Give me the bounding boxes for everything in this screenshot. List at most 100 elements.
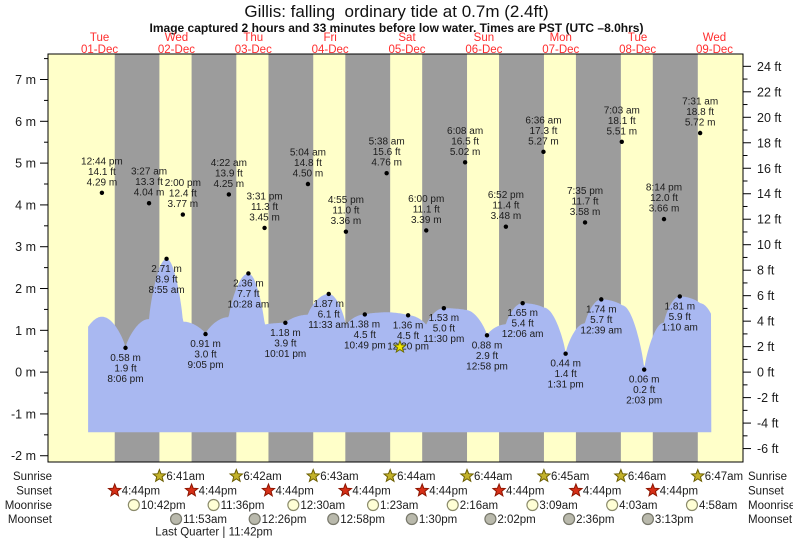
moonrise-icon: [446, 498, 459, 512]
sunset-time: 4:44pm: [506, 486, 544, 498]
high-tide-label: 8:14 pm: [646, 183, 682, 194]
high-tide-dot: [541, 149, 546, 155]
low-tide-label: 11:33 am: [308, 320, 349, 331]
sunset-icon: [414, 482, 430, 497]
sunrise-time: 6:43am: [320, 471, 358, 483]
row-label-sunrise-left: Sunrise: [13, 471, 52, 483]
low-tide-label: 10:49 pm: [344, 340, 386, 351]
high-tide-label: 3.66 m: [649, 204, 680, 215]
low-tide-dot: [563, 351, 568, 356]
y-axis-label-m: 0 m: [15, 366, 36, 380]
high-tide-label: 3.36 m: [331, 216, 362, 227]
low-tide-label: 1.74 m: [586, 304, 617, 315]
sunset-time: 4:44pm: [660, 486, 698, 498]
moonset-icon: [641, 512, 655, 526]
low-tide-label: 10:28 am: [228, 299, 270, 310]
low-tide-dot: [405, 313, 411, 318]
high-tide-label: 3.58 m: [570, 207, 601, 218]
sunset-icon: [568, 482, 584, 497]
y-axis-label-ft: 16 ft: [757, 162, 782, 176]
y-axis-label-m: 7 m: [15, 73, 36, 87]
sunset-time: 4:44pm: [583, 486, 621, 498]
high-tide-dot: [384, 170, 389, 176]
low-tide-dot: [520, 300, 525, 306]
low-tide-label: 5.7 ft: [590, 315, 612, 326]
high-tide-dot: [226, 192, 232, 197]
day-date-label: 05-Dec: [388, 44, 425, 56]
sunrise-icon: [151, 468, 167, 483]
high-tide-dot: [424, 228, 429, 233]
high-tide-label: 4.29 m: [87, 177, 118, 188]
high-tide-label: 15.6 ft: [373, 147, 401, 158]
moonrise-time: 4:03am: [619, 500, 657, 512]
y-axis-label-ft: 0 ft: [757, 366, 775, 380]
high-tide-label: 2:00 pm: [165, 178, 201, 189]
high-tide-label: 4.25 m: [214, 179, 245, 190]
plot-border: [47, 53, 744, 463]
y-axis-label-ft: 18 ft: [757, 136, 782, 150]
moonrise-icon: [685, 498, 699, 512]
low-tide-dot: [283, 320, 288, 325]
high-tide-dot: [343, 229, 349, 234]
sunset-icon: [184, 482, 200, 497]
day-name-label: Tue: [628, 32, 647, 44]
high-tide-label: 6:36 am: [525, 115, 561, 126]
high-tide-label: 11.0 ft: [332, 206, 359, 217]
moonrise-icon: [606, 498, 619, 512]
high-tide-dot: [697, 130, 703, 136]
high-tide-dot: [619, 139, 624, 144]
high-tide-dot: [146, 201, 152, 206]
row-label-moonrise-left: Moonrise: [5, 500, 52, 512]
moonset-time: 1:30pm: [419, 514, 457, 526]
moonrise-time: 2:16am: [460, 500, 498, 512]
day-name-label: Mon: [550, 32, 572, 44]
y-axis-label-ft: 4 ft: [757, 315, 775, 329]
high-tide-label: 17.3 ft: [530, 126, 558, 137]
low-tide-dot: [599, 297, 604, 302]
day-date-label: 09-Dec: [696, 44, 733, 56]
y-axis-label-m: 2 m: [15, 282, 36, 296]
moonrise-icon: [366, 498, 380, 512]
day-date-label: 07-Dec: [542, 44, 579, 56]
low-tide-label: 12:06 am: [502, 329, 544, 340]
day-name-label: Wed: [165, 32, 188, 44]
sunset-icon: [337, 482, 353, 497]
high-tide-label: 6:52 pm: [488, 190, 524, 201]
low-tide-label: 9:05 pm: [187, 360, 223, 371]
y-axis-label-ft: 12 ft: [757, 213, 782, 227]
low-tide-label: 0.44 m: [550, 359, 581, 370]
sunrise-icon: [305, 468, 321, 483]
moonrise-icon: [287, 498, 300, 512]
high-tide-label: 4.76 m: [371, 158, 402, 169]
low-tide-label: 2.9 ft: [476, 351, 498, 362]
y-axis-label-ft: -6 ft: [757, 442, 779, 456]
moonrise-time: 3:09am: [539, 500, 577, 512]
sunset-time: 4:44pm: [352, 486, 390, 498]
low-tide-label: 12:58 pm: [466, 361, 508, 372]
y-axis-label-ft: -4 ft: [757, 417, 779, 431]
low-tide-label: 1.38 m: [350, 319, 381, 330]
low-tide-label: 1.81 m: [665, 301, 696, 312]
moonset-time: 12:58pm: [340, 514, 385, 526]
day-name-label: Thu: [243, 32, 263, 44]
low-tide-label: 1.4 ft: [554, 369, 576, 380]
sunset-time: 4:44pm: [199, 486, 237, 498]
low-tide-dot: [326, 291, 331, 297]
moonrise-icon: [207, 498, 220, 512]
sunset-icon: [491, 482, 507, 497]
low-tide-label: 12:39 am: [580, 325, 622, 336]
y-axis-label-ft: 14 ft: [757, 187, 782, 201]
moonrise-time: 1:23am: [380, 500, 418, 512]
day-date-label: 03-Dec: [235, 44, 272, 56]
low-tide-label: 12:20 pm: [387, 341, 429, 352]
high-tide-label: 3:31 pm: [246, 191, 282, 202]
y-axis-label-ft: 20 ft: [757, 111, 782, 125]
page-title: Gillis: falling ordinary tide at 0.7m (2…: [244, 2, 549, 21]
current-time-marker-icon: [392, 339, 408, 354]
high-tide-label: 12:44 pm: [81, 156, 123, 167]
low-tide-label: 3.0 ft: [194, 350, 216, 361]
high-tide-label: 3.48 m: [491, 211, 522, 222]
low-tide-dot: [641, 367, 647, 372]
low-tide-label: 5.9 ft: [669, 312, 691, 323]
row-label-moonset-left: Moonset: [8, 514, 53, 526]
